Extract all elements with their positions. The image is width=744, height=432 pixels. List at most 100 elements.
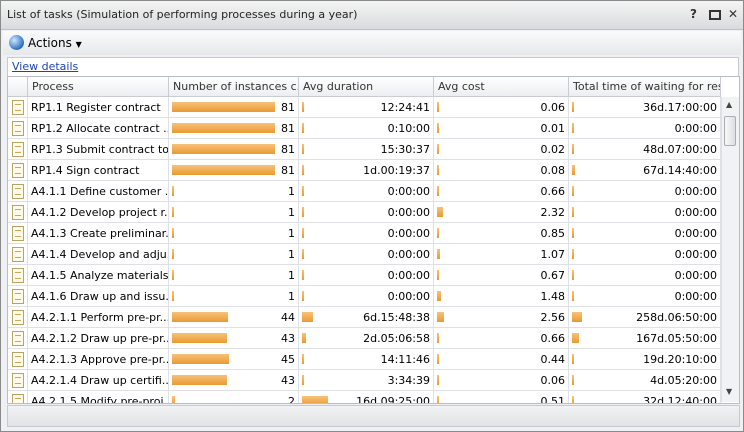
grid-cell: 0:00:00 bbox=[569, 286, 721, 307]
task-icon bbox=[12, 184, 24, 199]
cell-value: 43 bbox=[281, 374, 295, 387]
grid-cell: 0:00:00 bbox=[299, 202, 434, 223]
grid-cell: 32d.12:40:00 bbox=[569, 391, 721, 403]
row-indicator bbox=[8, 391, 28, 403]
grid-cell: 67d.14:40:00 bbox=[569, 160, 721, 181]
cell-value: 1 bbox=[288, 269, 295, 282]
grid-cell: 1 bbox=[169, 223, 299, 244]
scrollbar[interactable]: ▲ ▼ bbox=[721, 97, 739, 402]
value-bar bbox=[172, 165, 275, 175]
grid-cell: 16d.09:25:00 bbox=[299, 391, 434, 403]
grid-cell: 15:30:37 bbox=[299, 139, 434, 160]
row-indicator bbox=[8, 370, 28, 391]
task-grid: ▲ ▼ Process Number of instances c... Avg d… bbox=[7, 76, 740, 404]
cell-value: 1 bbox=[288, 248, 295, 261]
cell-value: 0:00:00 bbox=[674, 269, 717, 282]
grid-cell: 12:24:41 bbox=[299, 97, 434, 118]
grid-cell: A4.1.4 Develop and adju... bbox=[28, 244, 169, 265]
cell-value: 0.66 bbox=[540, 185, 566, 198]
cell-value: 1.48 bbox=[540, 290, 566, 303]
cell-value: 0.51 bbox=[540, 395, 566, 404]
cell-value: 0:00:00 bbox=[387, 290, 430, 303]
grid-cell: 81 bbox=[169, 160, 299, 181]
cell-value: 36d.17:00:00 bbox=[643, 101, 717, 114]
grid-cell: A4.2.1.1 Perform pre-pr... bbox=[28, 307, 169, 328]
cell-value: 15:30:37 bbox=[380, 143, 430, 156]
task-icon bbox=[12, 226, 24, 241]
maximize-button[interactable] bbox=[709, 10, 721, 20]
value-bar bbox=[572, 228, 574, 238]
row-indicator bbox=[8, 202, 28, 223]
cell-value: 44 bbox=[281, 311, 295, 324]
cell-value: 0.66 bbox=[540, 332, 566, 345]
task-icon bbox=[12, 142, 24, 157]
actions-label[interactable]: Actions bbox=[28, 36, 72, 50]
grid-cell: 0:00:00 bbox=[299, 181, 434, 202]
cell-value: 81 bbox=[281, 143, 295, 156]
process-name: RP1.4 Sign contract bbox=[31, 164, 140, 177]
cell-value: 1 bbox=[288, 206, 295, 219]
grid-cell: 1 bbox=[169, 244, 299, 265]
cell-value: 1.07 bbox=[540, 248, 566, 261]
grid-cell: 43 bbox=[169, 328, 299, 349]
cell-value: 0.08 bbox=[540, 164, 566, 177]
process-name: RP1.3 Submit contract to... bbox=[31, 143, 169, 156]
value-bar bbox=[302, 270, 304, 280]
cell-value: 1 bbox=[288, 227, 295, 240]
actions-menu[interactable]: Actions ▼ bbox=[28, 36, 82, 50]
value-bar bbox=[437, 291, 441, 301]
value-bar bbox=[302, 291, 304, 301]
cell-value: 43 bbox=[281, 332, 295, 345]
value-bar bbox=[572, 249, 574, 259]
close-button[interactable]: ✕ bbox=[728, 7, 739, 21]
cell-value: 0:00:00 bbox=[387, 269, 430, 282]
process-name: RP1.2 Allocate contract ... bbox=[31, 122, 169, 135]
cell-value: 4d.05:20:00 bbox=[650, 374, 717, 387]
grid-cell: 0:00:00 bbox=[569, 181, 721, 202]
help-button[interactable]: ? bbox=[690, 7, 697, 21]
value-bar bbox=[437, 123, 439, 133]
process-name: RP1.1 Register contract bbox=[31, 101, 161, 114]
task-icon bbox=[12, 352, 24, 367]
cell-value: 0:00:00 bbox=[674, 122, 717, 135]
cell-value: 0.06 bbox=[540, 101, 566, 114]
grid-cell: RP1.3 Submit contract to... bbox=[28, 139, 169, 160]
grid-cell: 0.66 bbox=[434, 181, 569, 202]
value-bar bbox=[302, 228, 304, 238]
grid-cell: 0.66 bbox=[434, 328, 569, 349]
value-bar bbox=[302, 144, 304, 154]
value-bar bbox=[172, 270, 174, 280]
value-bar bbox=[172, 354, 230, 364]
grid-cell: A4.1.5 Analyze materials... bbox=[28, 265, 169, 286]
cell-value: 2.32 bbox=[540, 206, 566, 219]
row-indicator bbox=[8, 328, 28, 349]
grid-cell: 2.56 bbox=[434, 307, 569, 328]
grid-cell: 0:00:00 bbox=[569, 265, 721, 286]
value-bar bbox=[172, 123, 275, 133]
grid-cell: 1d.00:19:37 bbox=[299, 160, 434, 181]
cell-value: 0:00:00 bbox=[674, 206, 717, 219]
task-icon bbox=[12, 163, 24, 178]
grid-cell: 44 bbox=[169, 307, 299, 328]
value-bar bbox=[302, 102, 304, 112]
scroll-thumb[interactable] bbox=[724, 116, 736, 146]
task-icon bbox=[12, 268, 24, 283]
cell-value: 12:24:41 bbox=[380, 101, 430, 114]
grid-cell: 1.48 bbox=[434, 286, 569, 307]
window-title: List of tasks (Simulation of performing … bbox=[7, 8, 358, 21]
view-details-link[interactable]: View details bbox=[12, 60, 79, 73]
task-icon bbox=[12, 205, 24, 220]
grid-cell: 1 bbox=[169, 202, 299, 223]
value-bar bbox=[302, 207, 304, 217]
grid-cell: 1.07 bbox=[434, 244, 569, 265]
value-bar bbox=[302, 165, 304, 175]
value-bar bbox=[302, 312, 313, 322]
row-indicator bbox=[8, 349, 28, 370]
column-header: Avg cost bbox=[434, 77, 569, 97]
grid-cell: 43 bbox=[169, 370, 299, 391]
process-name: A4.2.1.2 Draw up pre-pr... bbox=[31, 332, 169, 345]
task-icon bbox=[12, 310, 24, 325]
grid-cell: 1 bbox=[169, 286, 299, 307]
link-bar: View details bbox=[7, 57, 739, 77]
cell-value: 0:00:00 bbox=[387, 185, 430, 198]
